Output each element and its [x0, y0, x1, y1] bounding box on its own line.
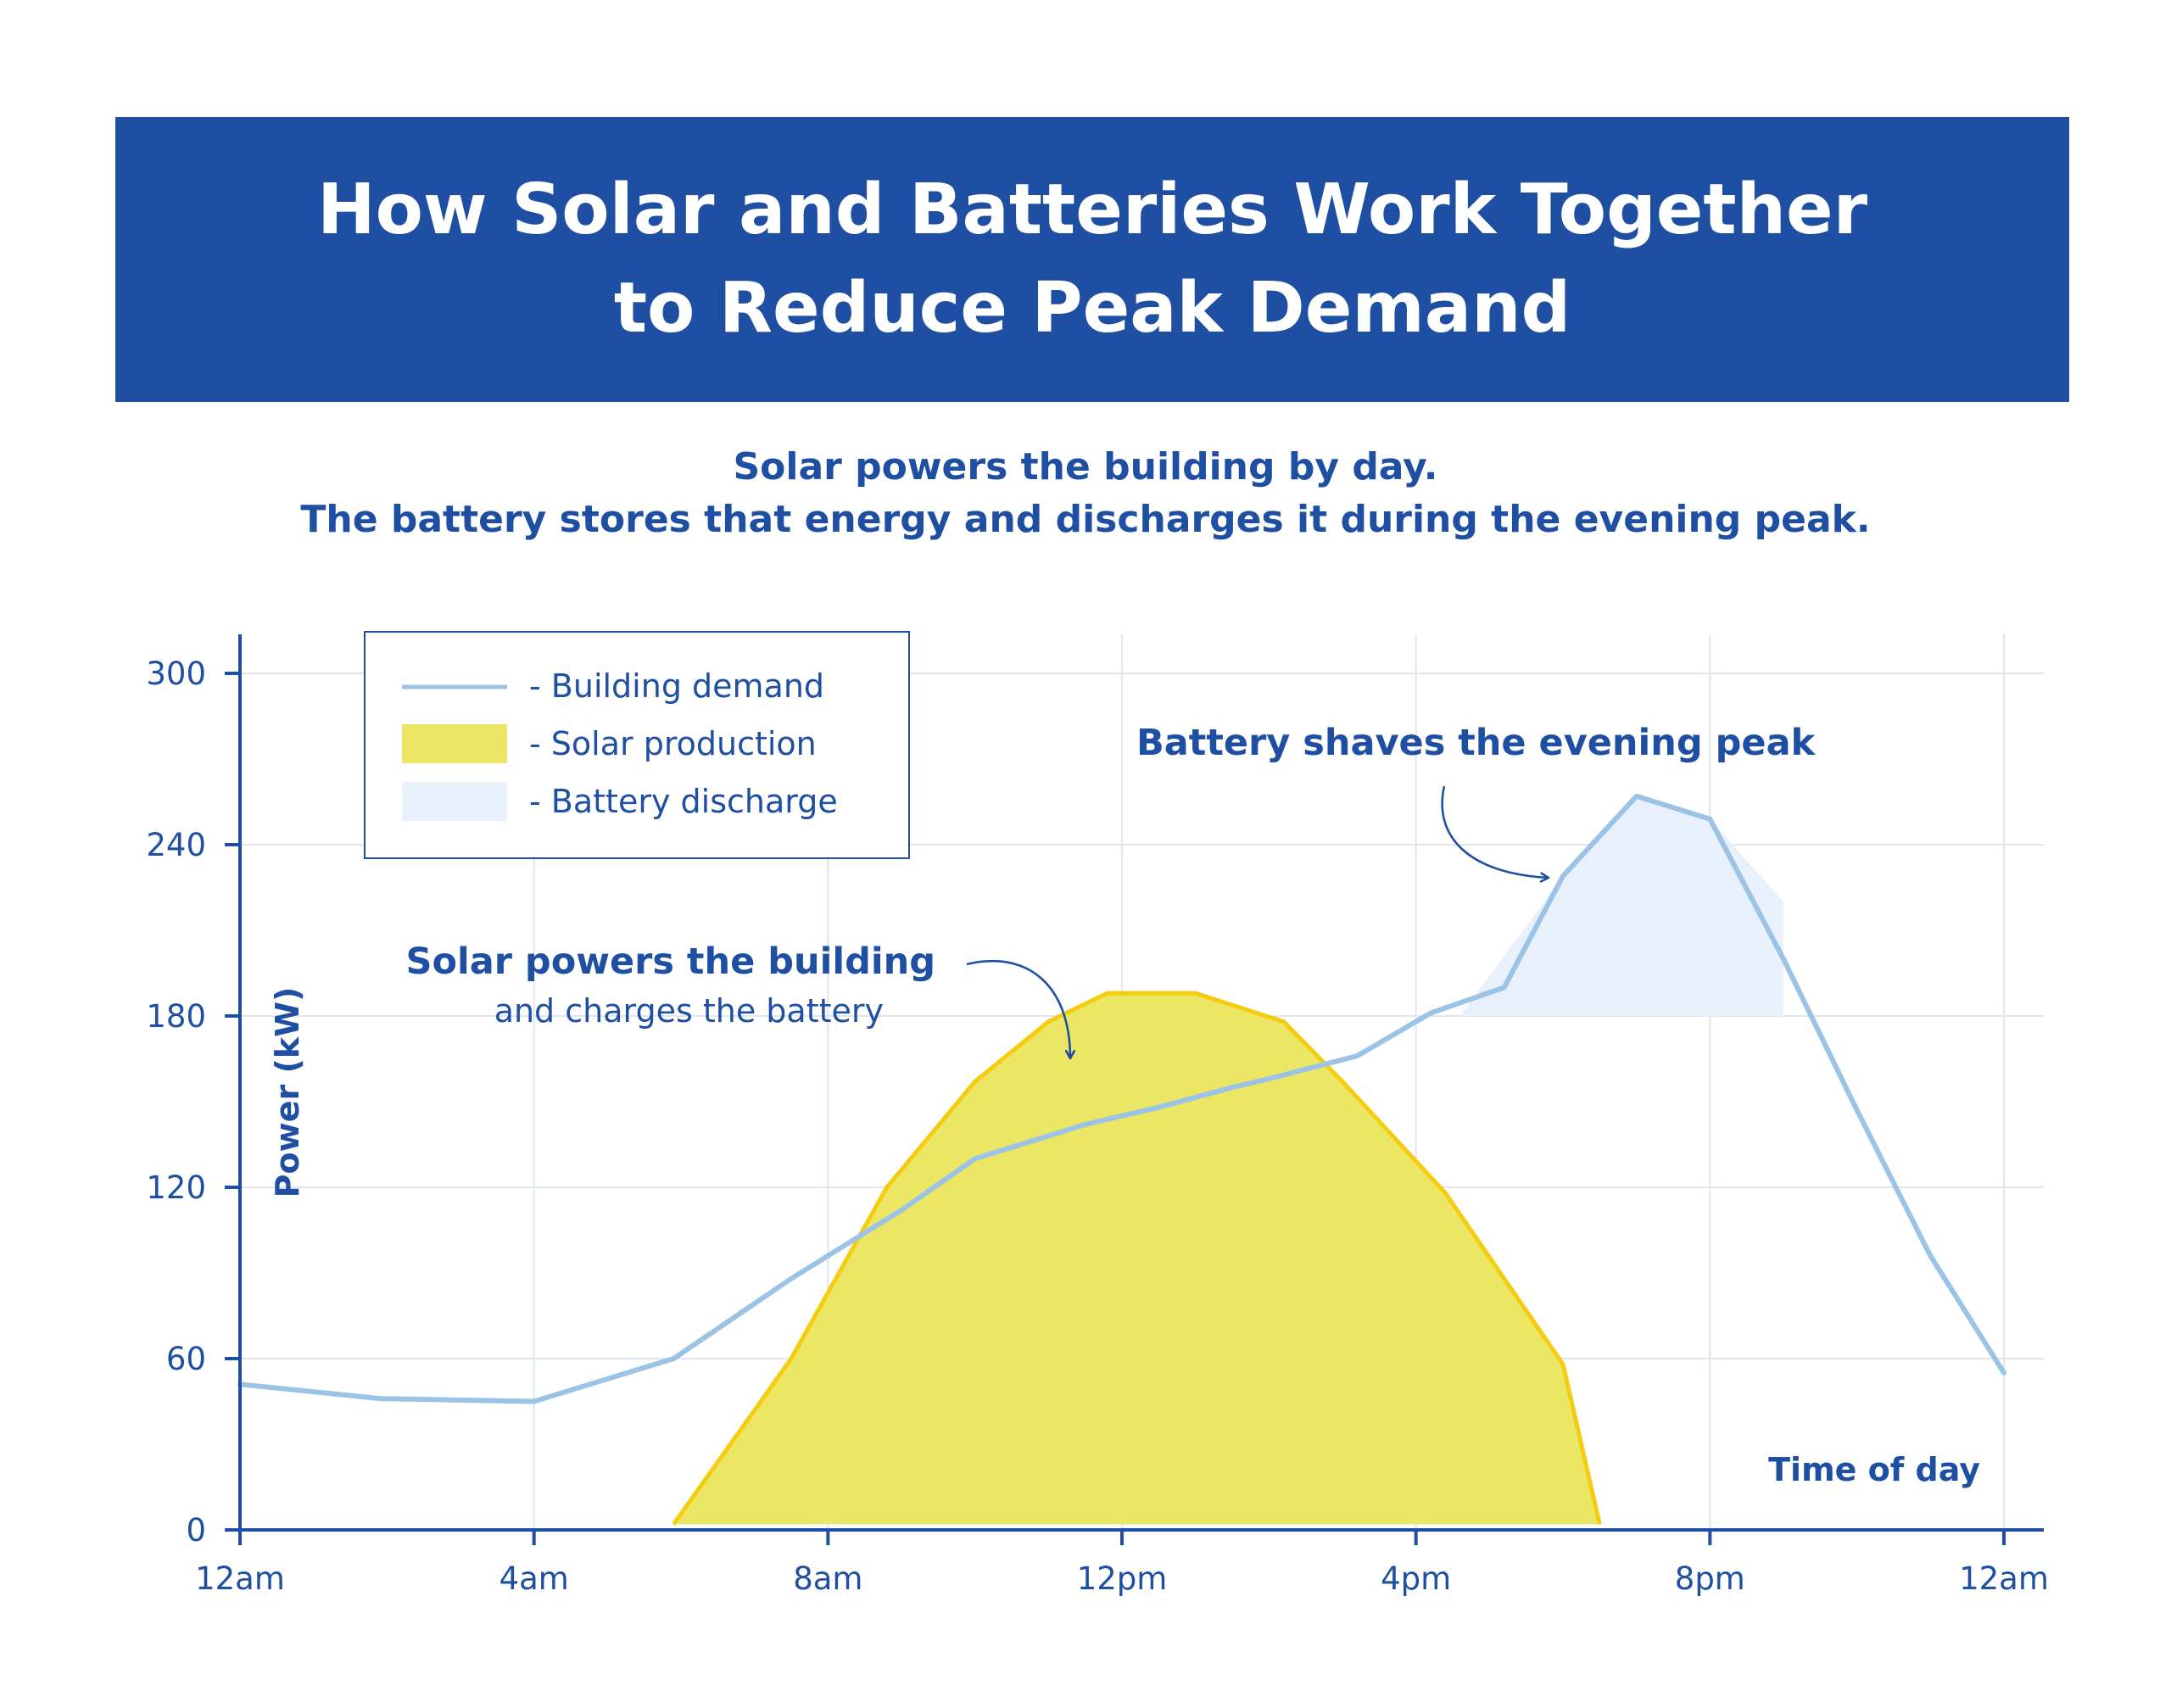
legend-label-demand: - Building demand: [529, 667, 824, 705]
x-tick-label: 12am: [195, 1560, 285, 1597]
legend-swatch-solar: [402, 724, 507, 763]
solar-annotation-arrow: [966, 959, 1070, 1058]
battery-discharge-area: [1459, 795, 1783, 1016]
subtitle-line2: The battery stores that energy and disch…: [300, 498, 1871, 541]
x-tick-label: 12am: [1959, 1560, 2049, 1597]
demand-layer: [237, 793, 2006, 1404]
x-tick-label: 4am: [499, 1560, 569, 1597]
legend-label-solar: - Solar production: [529, 725, 817, 762]
chart-subtitle: Solar powers the building by day. The ba…: [0, 441, 2171, 546]
solar-annotation-title: Solar powers the building: [405, 941, 935, 983]
legend-label-battery: - Battery discharge: [529, 783, 838, 820]
x-axis-label: Time of day: [1768, 1451, 1980, 1488]
axes: 0 60 120 180 240 300 12am 4am 8am 12pm 4pm 8pm 12am: [146, 634, 2049, 1597]
solar-annotation-text: and charges the battery: [494, 992, 884, 1030]
subtitle-line1: Solar powers the building by day.: [733, 445, 1438, 488]
x-tick-label: 4pm: [1381, 1560, 1451, 1597]
y-tick-label: 60: [166, 1341, 206, 1377]
legend: - Building demand - Solar production - B…: [364, 631, 910, 859]
y-axis-label: Power (kW): [269, 987, 306, 1198]
legend-swatch-battery: [402, 782, 507, 821]
solar-layer: [672, 991, 1602, 1526]
x-tick-label: 8am: [793, 1560, 862, 1597]
x-tick-label: 8pm: [1675, 1560, 1745, 1597]
chart-title-line1: How Solar and Batteries Work Together: [316, 170, 1868, 250]
y-tick-label: 120: [146, 1169, 206, 1206]
solar-production-area: [673, 993, 1600, 1525]
y-tick-label: 0: [186, 1512, 206, 1549]
battery-layer: [1459, 795, 1783, 1016]
building-demand-line: [237, 793, 2006, 1404]
chart-title-line2: to Reduce Peak Demand: [613, 268, 1571, 349]
y-tick-label: 180: [146, 998, 206, 1035]
title-banner: How Solar and Batteries Work Together to…: [115, 117, 2069, 402]
battery-annotation-arrow: [1441, 785, 1549, 878]
solar-production-outline: [672, 991, 1602, 1526]
battery-annotation-title: Battery shaves the evening peak: [1136, 722, 1817, 764]
y-tick-label: 240: [146, 827, 206, 863]
x-tick-label: 12pm: [1077, 1560, 1168, 1597]
y-tick-label: 300: [146, 656, 206, 692]
